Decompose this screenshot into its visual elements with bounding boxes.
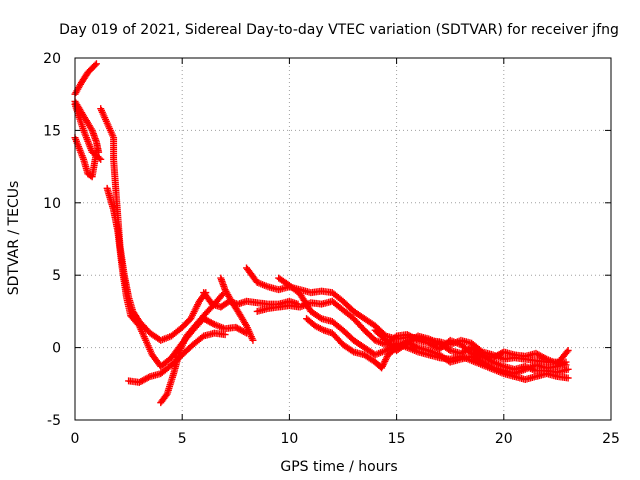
y-tick-label: 5 [52,268,61,284]
data-point [541,354,549,362]
series-track-g [125,329,229,386]
data-point [91,61,99,69]
data-point [249,336,257,344]
y-tick-label: 20 [43,51,61,67]
chart-title: Day 019 of 2021, Sidereal Day-to-day VTE… [59,22,619,38]
data-point [95,148,103,156]
x-tick-label: 20 [495,431,513,447]
data-marks [71,60,572,407]
data-point [380,359,388,367]
tick-labels: 0 5 10 15 20 25 -5 0 5 10 15 20 [43,51,620,447]
data-point [221,331,229,339]
data-point [145,373,153,381]
data-point [563,348,571,356]
data-point [562,358,570,366]
data-point [316,314,324,322]
data-point [564,374,572,382]
data-point [378,362,386,370]
data-point [477,350,485,358]
series-track-d [71,97,103,156]
data-point [391,333,399,341]
data-point [564,346,572,354]
y-tick-label: -5 [47,413,61,429]
y-axis-label: SDTVAR / TECUs [6,181,22,296]
y-tick-label: 0 [52,341,61,357]
data-point [379,361,387,369]
x-tick-label: 25 [602,431,620,447]
series-track-o [371,326,572,368]
data-point [378,364,386,372]
grid-lines [75,58,611,420]
x-axis-label: GPS time / hours [280,459,397,475]
plot-frame [74,57,612,421]
data-point [413,343,421,351]
data-point [382,356,390,364]
series-track-f [103,184,251,370]
data-point [92,60,100,68]
data-point [381,357,389,365]
data-point [218,291,226,299]
x-tick-label: 0 [71,431,80,447]
x-tick-label: 10 [280,431,298,447]
y-tick-label: 15 [43,123,61,139]
data-point [488,363,496,371]
data-point [348,347,356,355]
data-point [87,125,95,133]
data-point [445,345,453,353]
y-tick-label: 10 [43,196,61,212]
x-tick-label: 15 [388,431,406,447]
x-tick-label: 5 [178,431,187,447]
series-track-c [71,134,100,181]
data-point [382,354,390,362]
data-point [564,365,572,373]
series-track-j [217,274,257,344]
data-point [209,320,217,328]
